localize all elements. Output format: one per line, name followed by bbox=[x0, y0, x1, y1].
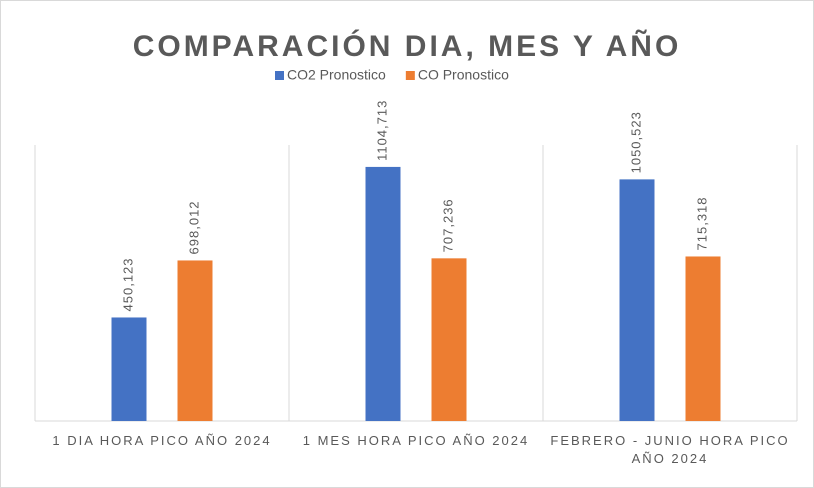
legend-label: CO2 Pronostico bbox=[287, 67, 386, 83]
legend-swatch bbox=[405, 71, 415, 80]
data-label: 715,318 bbox=[694, 196, 709, 250]
bar bbox=[111, 317, 147, 421]
bar bbox=[365, 166, 401, 421]
bar bbox=[685, 256, 721, 421]
data-label: 707,236 bbox=[440, 198, 455, 252]
bar bbox=[619, 179, 655, 421]
data-label: 450,123 bbox=[120, 257, 135, 311]
data-label: 1104,713 bbox=[374, 100, 389, 161]
x-tick-label: 1 DIA HORA PICO AÑO 2024 bbox=[52, 433, 272, 448]
bar bbox=[177, 260, 213, 421]
bar bbox=[431, 258, 467, 421]
data-label: 1050,523 bbox=[628, 111, 643, 173]
x-tick-label: 1 MES HORA PICO AÑO 2024 bbox=[302, 433, 530, 448]
chart-title: COMPARACIÓN DIA, MES Y AÑO bbox=[133, 29, 682, 63]
legend-swatch bbox=[275, 71, 284, 80]
data-label: 698,012 bbox=[186, 200, 201, 254]
legend-label: CO Pronostico bbox=[418, 67, 509, 83]
x-tick-label: FEBRERO - JUNIO HORA PICO AÑO 2024 bbox=[550, 433, 790, 466]
